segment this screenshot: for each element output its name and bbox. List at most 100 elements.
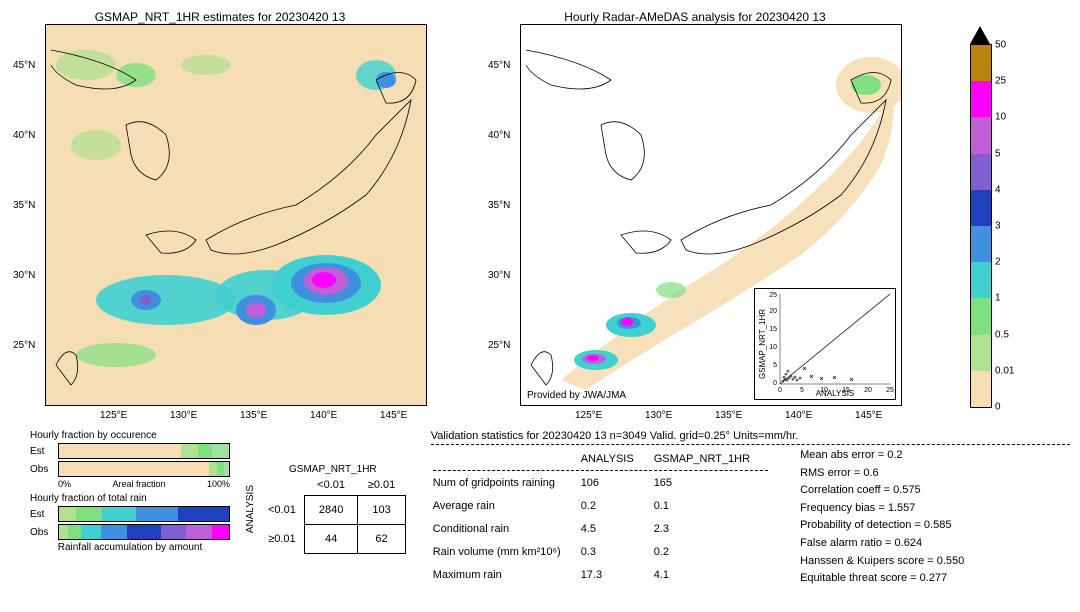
xtick: 130°E — [170, 410, 197, 421]
stat-row: Hanssen & Kuipers score = 0.550 — [800, 553, 964, 571]
validation-title: Validation statistics for 20230420 13 n=… — [431, 430, 1070, 442]
ytick: 25°N — [13, 340, 35, 351]
row-label: Obs — [30, 464, 58, 475]
val-cell: 0.3 — [581, 542, 652, 563]
contingency-panel: ANALYSIS GSMAP_NRT_1HR <0.01≥0.01 <0.012… — [245, 430, 406, 588]
cell: 62 — [358, 524, 405, 553]
right-map: Provided by JWA/JMA — [520, 24, 902, 406]
ytick: 40°N — [488, 130, 510, 141]
svg-text:25: 25 — [886, 387, 894, 394]
svg-text:15: 15 — [769, 326, 777, 333]
cb-tick: 10 — [995, 112, 1006, 123]
val-cell: 2.3 — [654, 519, 768, 540]
stat-row: Mean abs error = 0.2 — [800, 447, 964, 465]
xtick: 135°E — [240, 410, 267, 421]
svg-text:20: 20 — [769, 308, 777, 315]
stat-row: Correlation coeff = 0.575 — [800, 482, 964, 500]
val-cell: 0.2 — [581, 496, 652, 517]
rain-title: Hourly fraction of total rain — [30, 493, 230, 504]
svg-text:15: 15 — [842, 387, 850, 394]
row-label: Est — [30, 446, 58, 457]
val-row-label: Maximum rain — [433, 565, 579, 586]
col-h: GSMAP_NRT_1HR — [654, 449, 768, 471]
svg-text:GSMAP_NRT_1HR: GSMAP_NRT_1HR — [758, 309, 767, 379]
validation-table: ANALYSIS GSMAP_NRT_1HR Num of gridpoints… — [431, 447, 770, 588]
ytick: 30°N — [488, 270, 510, 281]
xtick: 125°E — [575, 410, 602, 421]
col-h: ANALYSIS — [581, 449, 652, 471]
stats-list: Mean abs error = 0.2RMS error = 0.6Corre… — [800, 447, 964, 588]
xtick: 130°E — [645, 410, 672, 421]
stat-row: Frequency bias = 1.557 — [800, 500, 964, 518]
cb-tick: 0.01 — [995, 365, 1014, 376]
val-cell: 4.5 — [581, 519, 652, 540]
col-label: <0.01 — [304, 475, 357, 496]
fraction-bars: Hourly fraction by occurence Est Obs 0% … — [30, 430, 230, 588]
val-row-label: Conditional rain — [433, 519, 579, 540]
svg-text:5: 5 — [773, 362, 777, 369]
ytick: 40°N — [13, 130, 35, 141]
svg-text:0: 0 — [778, 387, 782, 394]
cb-tick: 25 — [995, 76, 1006, 87]
val-cell: 4.1 — [654, 565, 768, 586]
svg-text:25: 25 — [769, 292, 777, 299]
val-row-label: Average rain — [433, 496, 579, 517]
xtick: 145°E — [855, 410, 882, 421]
attribution: Provided by JWA/JMA — [527, 390, 626, 401]
scatter-inset: ANALYSIS GSMAP_NRT_1HR 0 5 10 15 20 25 0… — [754, 288, 896, 400]
svg-text:0: 0 — [773, 380, 777, 387]
cell: 103 — [358, 495, 405, 524]
svg-text:10: 10 — [769, 344, 777, 351]
cb-tick: 0 — [995, 402, 1001, 413]
row-label: Est — [30, 509, 58, 520]
cont-row-header: ANALYSIS — [245, 485, 256, 533]
row-label: Obs — [30, 527, 58, 538]
left-map — [45, 24, 427, 406]
row-label: ≥0.01 — [260, 524, 304, 553]
xtick: 125°E — [100, 410, 127, 421]
ytick: 35°N — [13, 200, 35, 211]
xmin: 0% — [58, 479, 71, 489]
svg-text:5: 5 — [800, 387, 804, 394]
xlabel: Areal fraction — [112, 479, 165, 489]
cb-tick: 2 — [995, 257, 1001, 268]
ytick: 45°N — [488, 60, 510, 71]
right-map-title: Hourly Radar-AMeDAS analysis for 2023042… — [485, 10, 905, 24]
contingency-table: <0.01≥0.01 <0.012840103 ≥0.014462 — [260, 475, 406, 554]
col-label: ≥0.01 — [358, 475, 405, 496]
colorbar-panel: 50 25 10 5 4 3 2 1 0.5 0.01 0 — [970, 26, 992, 408]
cell: 44 — [304, 524, 357, 553]
colorbar: 50 25 10 5 4 3 2 1 0.5 0.01 0 — [970, 44, 992, 408]
svg-text:10: 10 — [820, 387, 828, 394]
stat-row: False alarm ratio = 0.624 — [800, 535, 964, 553]
ytick: 45°N — [13, 60, 35, 71]
right-map-panel: Hourly Radar-AMeDAS analysis for 2023042… — [485, 10, 905, 408]
val-cell: 165 — [654, 473, 768, 494]
cb-tick: 3 — [995, 221, 1001, 232]
val-row-label: Rain volume (mm km²10⁶) — [433, 542, 579, 563]
stat-row: RMS error = 0.6 — [800, 465, 964, 483]
ytick: 30°N — [13, 270, 35, 281]
cb-tick: 5 — [995, 148, 1001, 159]
val-cell: 0.2 — [654, 542, 768, 563]
ytick: 25°N — [488, 340, 510, 351]
val-cell: 0.1 — [654, 496, 768, 517]
left-map-title: GSMAP_NRT_1HR estimates for 20230420 13 — [10, 10, 430, 24]
val-cell: 106 — [581, 473, 652, 494]
validation-panel: Validation statistics for 20230420 13 n=… — [431, 430, 1070, 588]
cell: 2840 — [304, 495, 357, 524]
cb-tick: 1 — [995, 293, 1001, 304]
cont-col-header: GSMAP_NRT_1HR — [260, 464, 406, 475]
xmax: 100% — [207, 479, 230, 489]
bar-footer: Rainfall accumulation by amount — [30, 542, 230, 553]
cb-tick: 4 — [995, 184, 1001, 195]
svg-text:20: 20 — [864, 387, 872, 394]
left-map-panel: GSMAP_NRT_1HR estimates for 20230420 13 — [10, 10, 430, 408]
stat-row: Equitable threat score = 0.277 — [800, 570, 964, 588]
cb-tick: 50 — [995, 40, 1006, 51]
val-cell: 17.3 — [581, 565, 652, 586]
cb-tick: 0.5 — [995, 329, 1009, 340]
xtick: 135°E — [715, 410, 742, 421]
col-h — [433, 449, 579, 471]
xtick: 145°E — [380, 410, 407, 421]
